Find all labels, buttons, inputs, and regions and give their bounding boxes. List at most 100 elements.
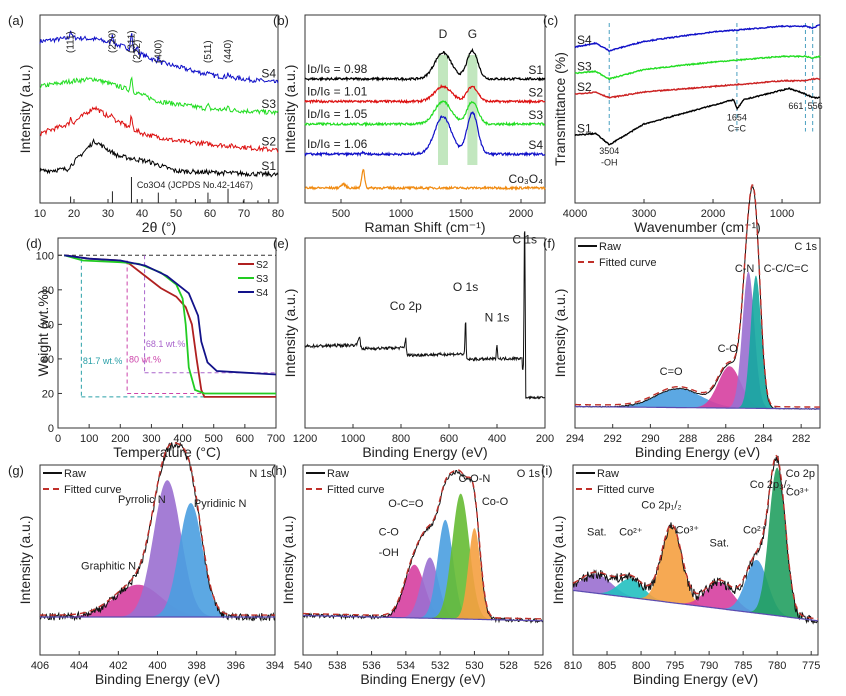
peak-label: C 1s [512, 233, 537, 247]
fit-component [575, 271, 820, 409]
fit-component [40, 480, 275, 617]
y-tick-label: 80 [42, 285, 54, 297]
panel-label: (g) [8, 463, 24, 478]
x-axis-label: Temperature (°C) [113, 444, 221, 460]
panel-label: (d) [26, 236, 42, 251]
fitted-curve [575, 184, 820, 408]
tga-series-S3 [63, 254, 276, 395]
panel-label: (a) [8, 13, 24, 28]
x-tick-label: 600 [440, 433, 458, 445]
ftir-series-S2 [574, 77, 821, 99]
y-axis-label: Weight (wt.%) [35, 290, 51, 377]
y-tick-label: 0 [48, 423, 54, 435]
plot-frame [572, 464, 819, 656]
plot-frame [574, 14, 821, 204]
x-tick-label: 40 [136, 208, 148, 220]
band-label: G [468, 27, 477, 41]
baseline [572, 589, 819, 622]
x-tick-label: 404 [70, 660, 88, 672]
legend-label: S4 [256, 288, 269, 299]
series-label: S4 [528, 138, 543, 152]
ftir-series-S3 [574, 54, 821, 81]
x-tick-label: 300 [142, 433, 160, 445]
series-label: S2 [577, 80, 592, 94]
x-tick-label: 795 [666, 660, 684, 672]
series-label: S1 [577, 121, 592, 135]
x-tick-label: 785 [734, 660, 752, 672]
series-label: S3 [528, 108, 543, 122]
x-axis-label: Binding Energy (eV) [95, 671, 220, 687]
x-tick-label: 2000 [701, 208, 725, 220]
x-tick-label: 800 [632, 660, 650, 672]
panel-h: (h) 540 538 536 534 532 530 528 526 Binding Energ… [271, 463, 552, 687]
peak-annotation: 661 [788, 101, 803, 111]
x-tick-label: 200 [111, 433, 129, 445]
hkl-label: (111) [66, 31, 77, 53]
reference-label: Co3O4 (JCPDS No.42-1467) [137, 180, 253, 190]
y-axis-label: Transmittance (%) [552, 52, 568, 166]
x-tick-label: 700 [267, 433, 285, 445]
x-tick-label: 290 [641, 433, 659, 445]
id-ig-ratio: Iᴅ/Iɢ = 1.05 [307, 107, 368, 121]
peak-label: O 1s [453, 280, 478, 294]
spectrum-title: C 1s [794, 241, 817, 253]
fit-component [573, 578, 818, 621]
y-tick-label: 20 [42, 388, 54, 400]
fit-component [575, 388, 820, 409]
panel-label: (h) [271, 463, 287, 478]
component-label: Pyrrolic N [118, 494, 166, 506]
x-tick-label: 292 [604, 433, 622, 445]
y-axis-label: Intensity (a.u.) [17, 516, 33, 605]
baseline [575, 405, 820, 410]
series-label: S1 [528, 63, 543, 77]
fitted-curve [572, 454, 819, 620]
peak-annotation: 1654 [727, 112, 747, 122]
x-tick-label: 0 [55, 433, 61, 445]
x-tick-label: 50 [170, 208, 182, 220]
band-highlight [467, 55, 478, 165]
legend-label: Fitted curve [64, 484, 121, 496]
y-tick-label: 60 [42, 319, 54, 331]
fit-component [575, 275, 820, 409]
x-tick-label: 540 [294, 660, 312, 672]
x-tick-label: 400 [173, 433, 191, 445]
x-tick-label: 810 [564, 660, 582, 672]
fit-component [573, 581, 818, 621]
hkl-label: (511) [203, 40, 214, 63]
x-tick-label: 284 [754, 433, 772, 445]
fit-component [573, 467, 818, 621]
plot-frame [57, 237, 277, 429]
x-tick-label: 288 [679, 433, 697, 445]
x-tick-label: 200 [536, 433, 554, 445]
legend-label: Raw [64, 468, 86, 480]
x-tick-label: 1000 [389, 208, 413, 220]
raman-series-S1 [304, 47, 546, 83]
x-tick-label: 500 [205, 433, 223, 445]
xrd-series-S2 [39, 105, 279, 153]
component-label: C=O [660, 366, 683, 378]
id-ig-ratio: Iᴅ/Iɢ = 1.06 [307, 137, 368, 151]
series-label: S4 [261, 67, 276, 81]
legend-label: Fitted curve [599, 257, 656, 269]
x-tick-label: 1500 [449, 208, 473, 220]
panel-label: (i) [541, 463, 553, 478]
xrd-series-S4 [39, 30, 279, 84]
component-label: O-C=O [388, 498, 424, 510]
y-tick-label: 40 [42, 354, 54, 366]
series-label: S2 [528, 85, 543, 99]
x-tick-label: 534 [397, 660, 415, 672]
panel-b: (b) 500 1000 1500 2000 Raman Shift (cm⁻¹) Inte… [273, 13, 546, 235]
x-axis-label: Binding Energy (eV) [362, 444, 487, 460]
legend-label: Raw [597, 468, 619, 480]
x-tick-label: 1000 [770, 208, 794, 220]
x-tick-label: 400 [488, 433, 506, 445]
x-tick-label: 30 [102, 208, 114, 220]
y-axis-label: Intensity (a.u.) [550, 516, 566, 605]
id-ig-ratio: Iᴅ/Iɢ = 0.98 [307, 62, 368, 76]
x-tick-label: 80 [272, 208, 284, 220]
panel-label: (f) [543, 236, 555, 251]
panel-a: (a) 10 20 30 40 50 60 70 80 2θ (°) Intensity (a.u.… [8, 13, 284, 235]
series-label: S1 [261, 159, 276, 173]
x-tick-label: 790 [700, 660, 718, 672]
